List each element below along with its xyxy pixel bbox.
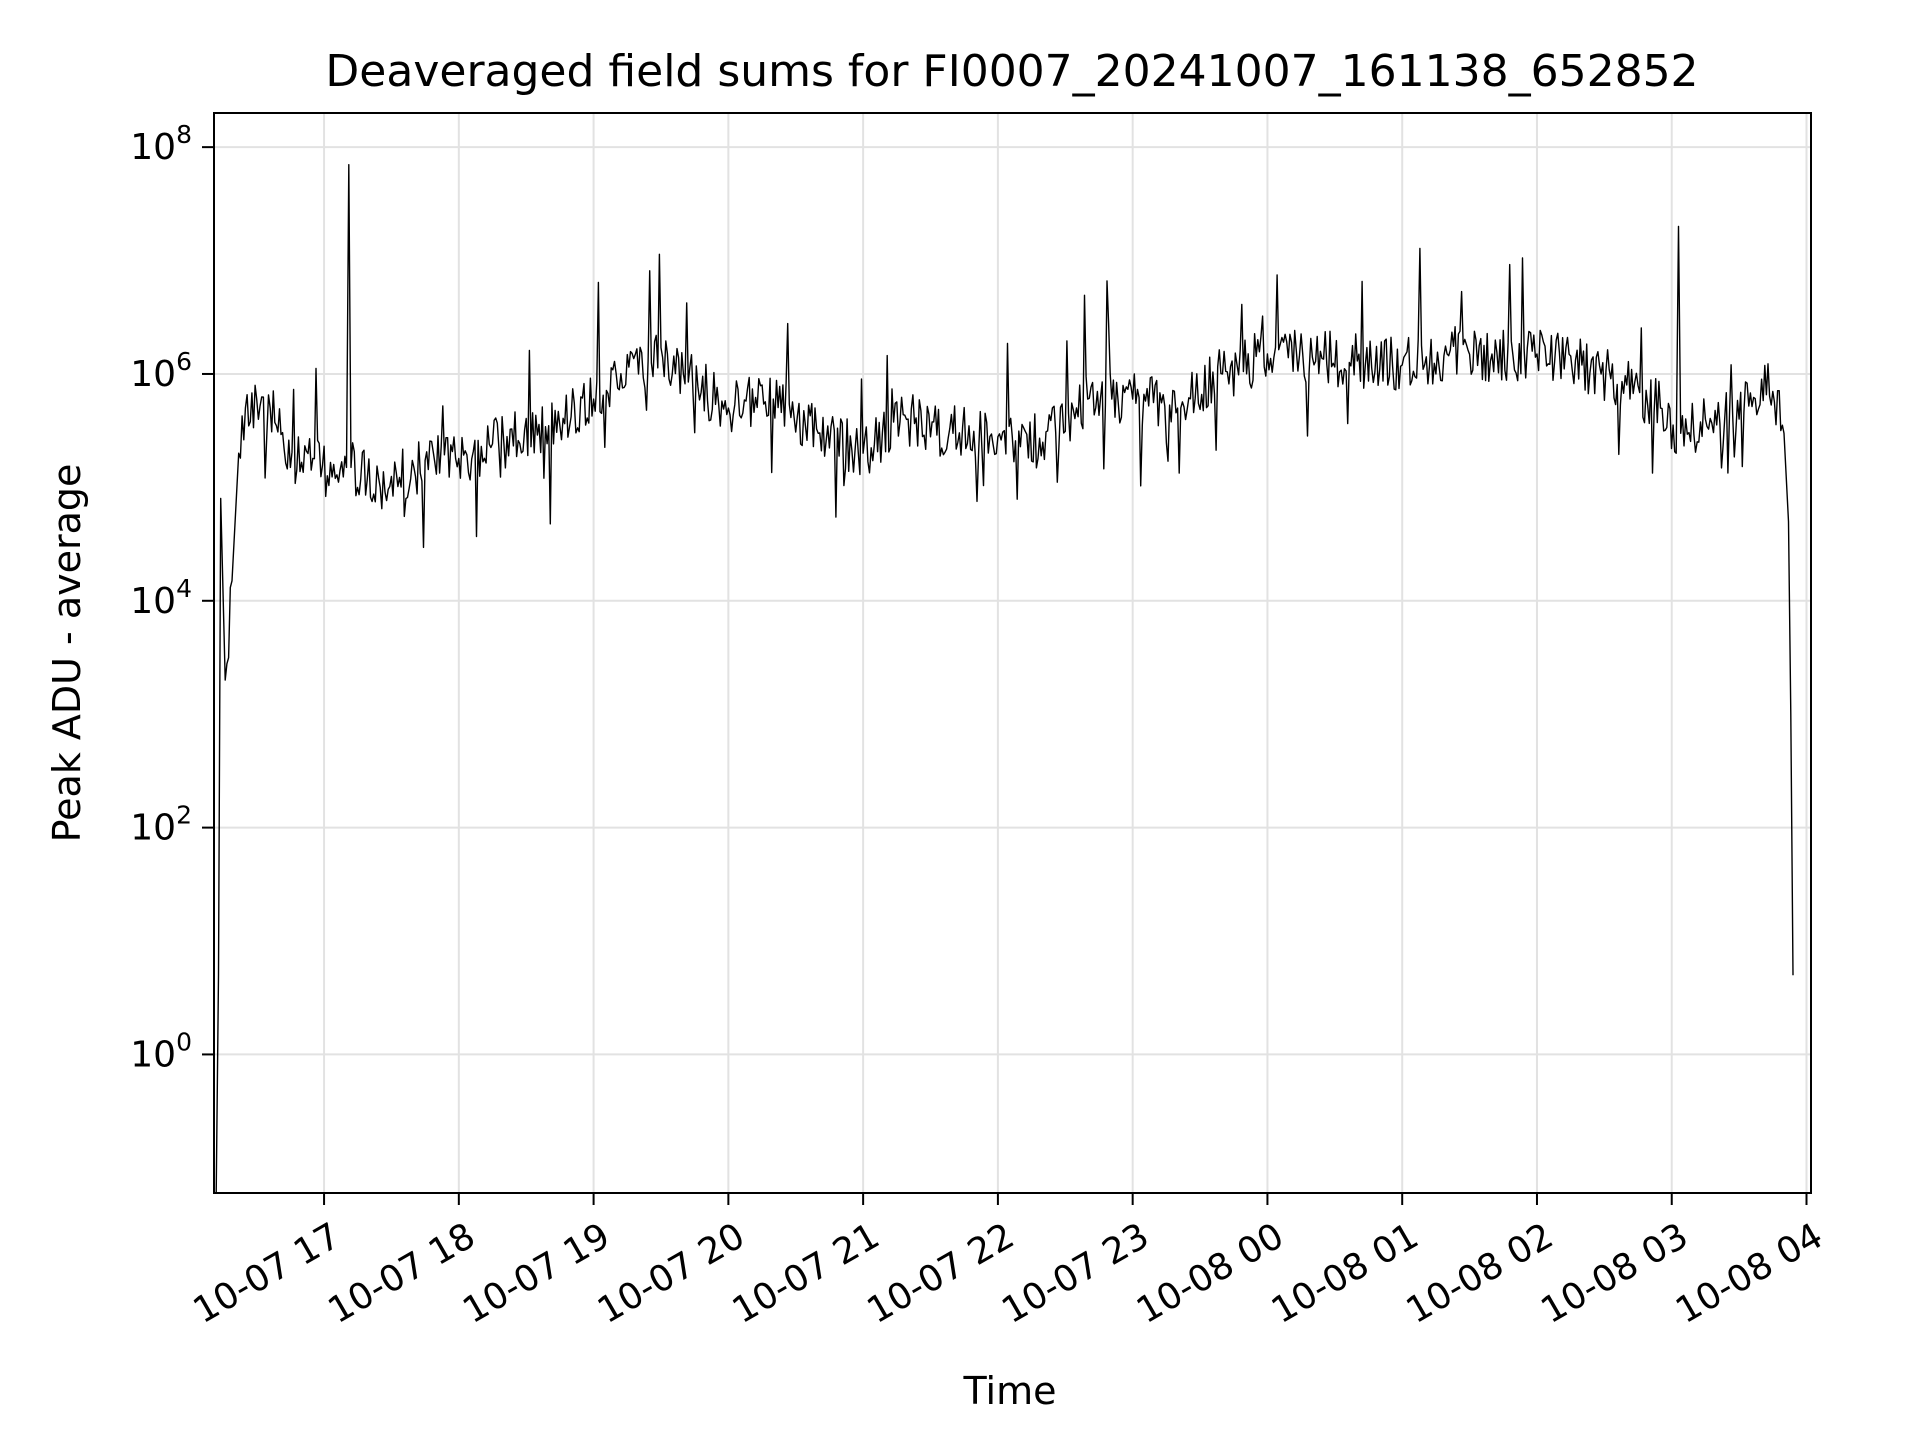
grid xyxy=(214,113,1811,1193)
x-tick-label: 10-07 20 xyxy=(591,1215,752,1331)
x-tick-label: 10-08 04 xyxy=(1669,1215,1830,1331)
x-tick-label: 10-07 17 xyxy=(187,1215,348,1331)
x-tick-label: 10-07 23 xyxy=(995,1215,1156,1331)
y-tick-label: 100 xyxy=(130,1027,192,1075)
chart-title: Deaveraged field sums for FI0007_2024100… xyxy=(325,46,1698,97)
x-tick-label: 10-07 18 xyxy=(321,1215,482,1331)
series-line xyxy=(215,164,1794,1194)
y-tick-label: 104 xyxy=(130,574,192,622)
y-tick-label: 108 xyxy=(130,120,192,168)
y-axis: 100 102 104 106 108 xyxy=(130,120,214,1075)
x-tick-label: 10-08 02 xyxy=(1400,1215,1561,1331)
y-tick-label: 106 xyxy=(130,347,192,395)
x-tick-label: 10-07 21 xyxy=(726,1215,887,1331)
y-tick-label: 102 xyxy=(130,801,192,849)
x-tick-label: 10-08 03 xyxy=(1534,1215,1695,1331)
x-axis-label: Time xyxy=(963,1369,1057,1413)
plot-frame xyxy=(213,112,1812,1194)
x-tick-label: 10-08 00 xyxy=(1130,1215,1291,1331)
x-tick-label: 10-07 19 xyxy=(456,1215,617,1331)
x-tick-label: 10-07 22 xyxy=(861,1215,1022,1331)
y-axis-label: Peak ADU - average xyxy=(45,464,89,843)
x-tick-label: 10-08 01 xyxy=(1265,1215,1426,1331)
